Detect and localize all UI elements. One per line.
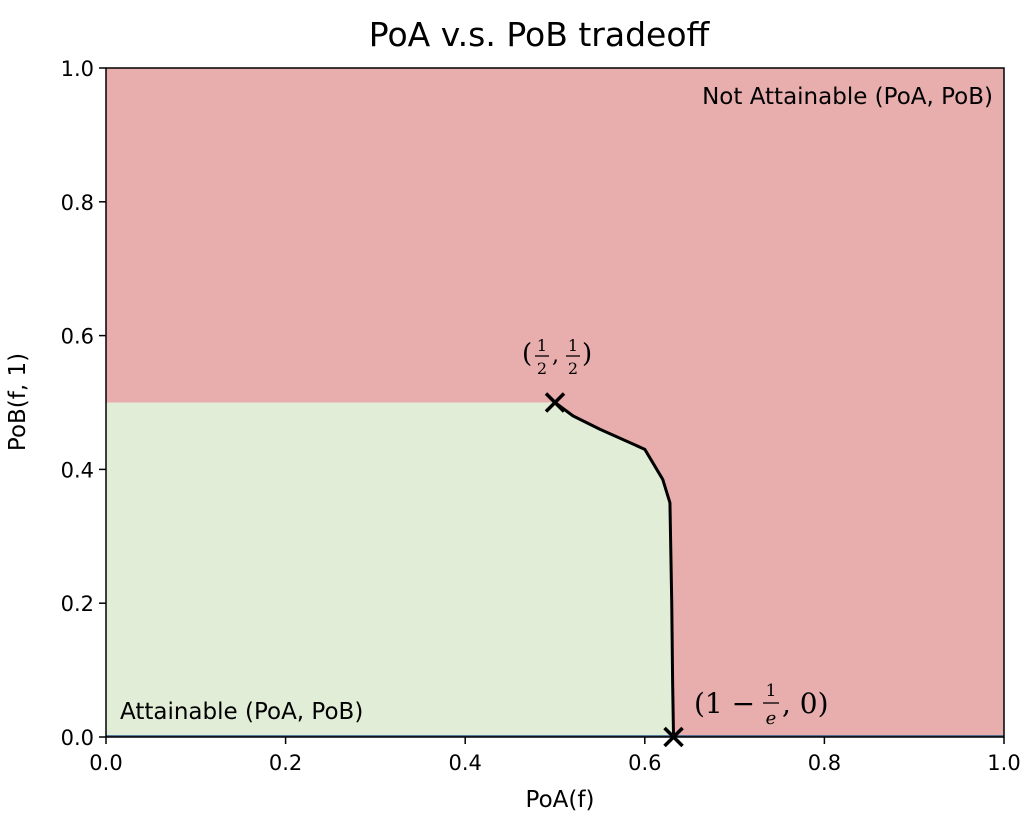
not-attainable-label: Not Attainable (PoA, PoB) xyxy=(702,84,993,110)
y-tick-label: 0.6 xyxy=(61,325,94,349)
frontier-curve xyxy=(554,401,676,738)
inv-e-denominator: e xyxy=(766,708,777,729)
paren-open: ( xyxy=(522,339,532,369)
comma: , xyxy=(552,343,559,368)
y-tick-label: 0.2 xyxy=(61,592,94,616)
marker-x-0 xyxy=(544,392,566,413)
y-tick-label: 1.0 xyxy=(61,57,94,81)
frac2-denominator: 2 xyxy=(568,359,578,378)
marker-label-one-minus-inv-e: (1 − 1 e , 0) xyxy=(694,681,829,729)
y-tick-label: 0.4 xyxy=(61,458,94,482)
y-axis-ticks: 0.0 0.2 0.4 0.6 0.8 1.0 xyxy=(61,57,106,750)
attainable-region xyxy=(106,402,674,737)
expr-end: , 0) xyxy=(782,687,829,720)
marker-label-half-half: ( 1 2 , 1 2 ) xyxy=(522,336,592,378)
x-tick-label: 0.6 xyxy=(628,751,661,775)
y-axis-label: PoB(f, 1) xyxy=(5,353,31,451)
paren-close: ) xyxy=(582,339,592,369)
attainable-label: Attainable (PoA, PoB) xyxy=(120,699,363,725)
x-tick-label: 0.2 xyxy=(269,751,302,775)
axes-frame xyxy=(105,67,1005,738)
frac1-numerator: 1 xyxy=(537,336,547,355)
x-axis-ticks: 0.0 0.2 0.4 0.6 0.8 1.0 xyxy=(89,737,1021,775)
frac1-denominator: 2 xyxy=(537,359,547,378)
expr-start: (1 − xyxy=(694,687,755,720)
inv-e-numerator: 1 xyxy=(766,681,777,701)
x-tick-label: 0.0 xyxy=(89,751,122,775)
y-tick-label: 0.8 xyxy=(61,191,94,215)
x-tick-label: 0.4 xyxy=(448,751,481,775)
x-tick-label: 1.0 xyxy=(987,751,1020,775)
frac2-numerator: 1 xyxy=(568,336,578,355)
x-tick-label: 0.8 xyxy=(808,751,841,775)
y-tick-label: 0.0 xyxy=(61,726,94,750)
x-axis-label: PoA(f) xyxy=(526,787,595,813)
chart-title: PoA v.s. PoB tradeoff xyxy=(369,15,711,54)
